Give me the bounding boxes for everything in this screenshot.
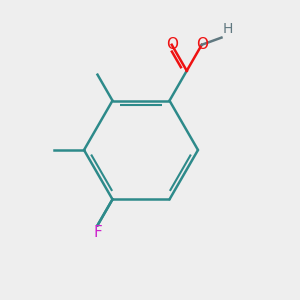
- Text: O: O: [196, 37, 208, 52]
- Text: F: F: [93, 225, 102, 240]
- Text: H: H: [223, 22, 233, 36]
- Text: O: O: [166, 37, 178, 52]
